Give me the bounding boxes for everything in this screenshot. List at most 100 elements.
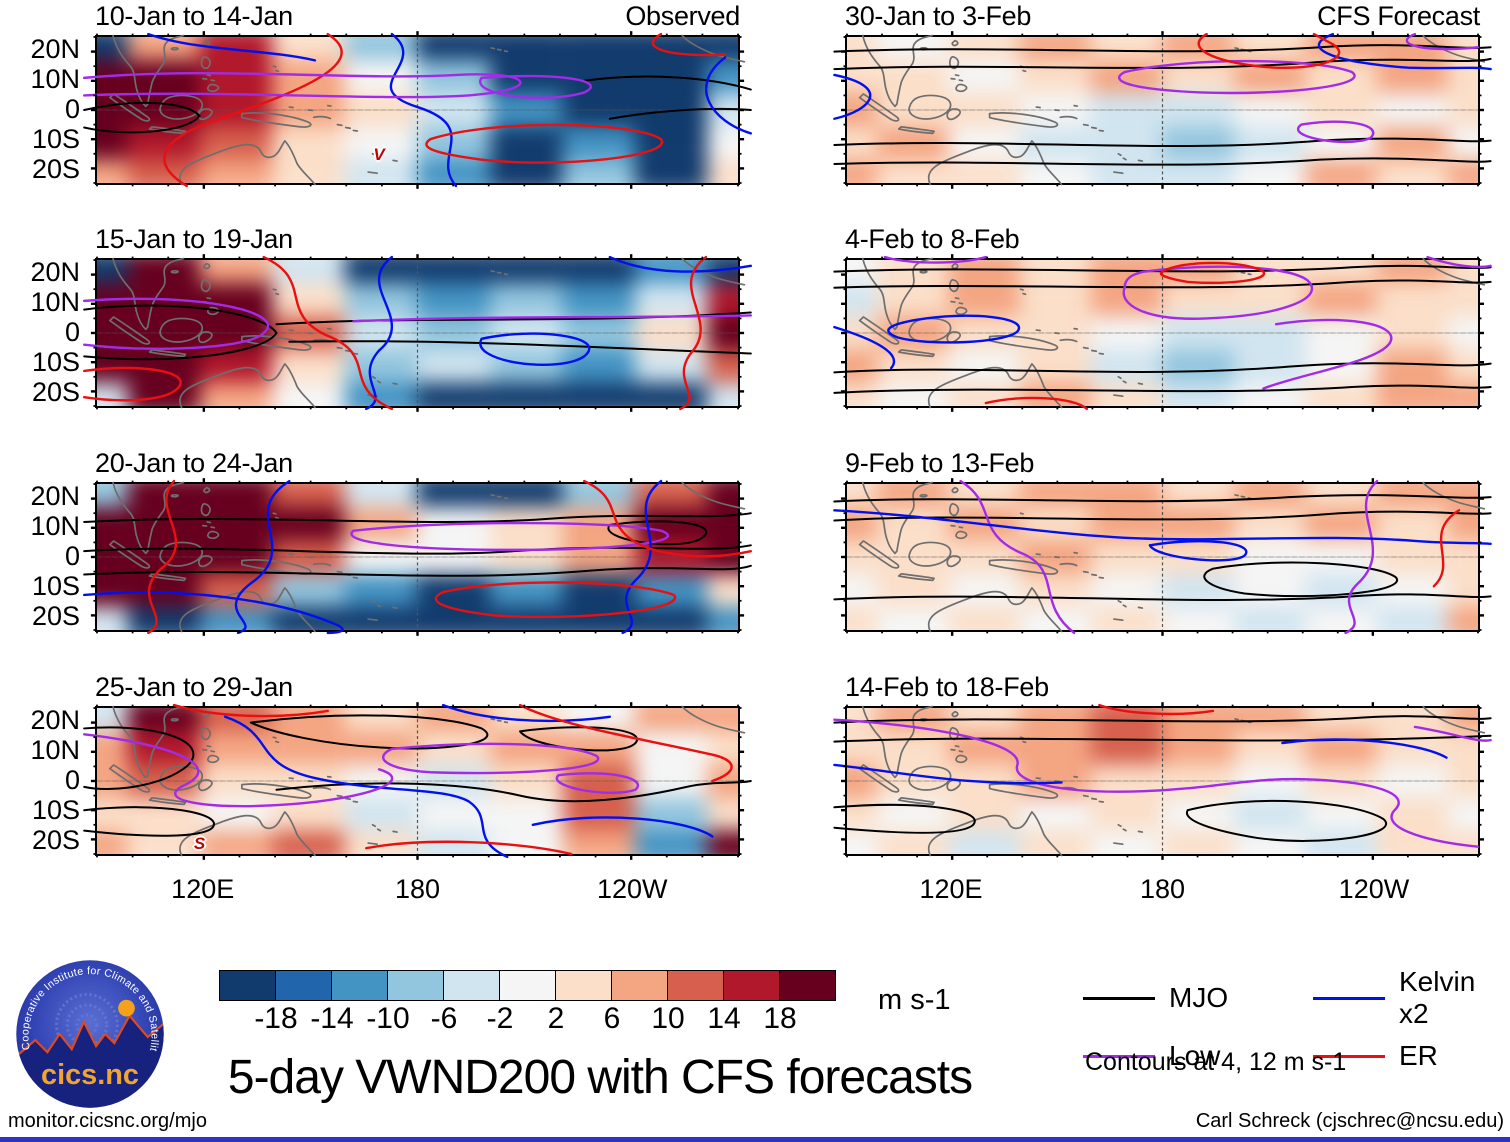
map-panel — [95, 258, 740, 408]
lat-tick-label: 10S — [31, 124, 80, 154]
low-contour — [1407, 34, 1478, 49]
low-contour — [1428, 257, 1491, 267]
lat-tick-label: 10S — [31, 795, 80, 825]
mjo-contour — [834, 386, 1490, 393]
lat-tick-label: 10S — [31, 347, 80, 377]
legend-label: Kelvin x2 — [1399, 966, 1476, 1029]
lat-tick-label: 20N — [30, 481, 80, 511]
legend-line-low — [1083, 1054, 1155, 1058]
kelvin-contour — [533, 817, 712, 836]
lon-tick-label: 120E — [919, 874, 983, 904]
legend-item-mjo: MJO — [1083, 966, 1313, 1030]
low-contour — [84, 299, 268, 349]
mjo-contour — [84, 513, 751, 522]
storm-marker-v: V — [373, 145, 385, 165]
logo-name-text: cics.nc — [41, 1059, 139, 1091]
logo-ridgeline — [16, 1013, 164, 1060]
colorbar-tick-label: 6 — [603, 1002, 621, 1035]
map-overlay — [97, 708, 738, 854]
panel-period-label: 9-Feb to 13-Feb — [845, 448, 1035, 478]
lat-tick-label: 0 — [64, 94, 80, 124]
panel-title-row: 25-Jan to 29-Jan — [95, 672, 740, 702]
mjo-contour — [84, 545, 751, 553]
logo-sun — [118, 999, 135, 1017]
lat-tick-label: 20N — [30, 705, 80, 735]
lat-tick-label: 10S — [31, 571, 80, 601]
contour-note: Contours at 4, 12 m s-1 — [1085, 1048, 1347, 1076]
low-contour — [1298, 122, 1373, 142]
er-contour — [584, 481, 751, 556]
legend-line-er — [1313, 1054, 1385, 1058]
er-contour — [680, 257, 706, 409]
er-contour — [426, 125, 662, 163]
panel-title-row: 20-Jan to 24-Jan — [95, 448, 740, 478]
footer-url: monitor.cicsnc.org/mjo — [8, 1110, 207, 1132]
map-overlay — [847, 484, 1478, 630]
lat-tick-label: 10N — [30, 64, 80, 94]
colorbar-swatch — [555, 970, 612, 1001]
colorbar-swatch — [667, 970, 724, 1001]
er-contour — [174, 705, 328, 716]
er-contour — [264, 257, 392, 409]
legend-line-mjo — [1083, 996, 1155, 1000]
er-contour — [520, 705, 732, 781]
panel-title-row: 10-Jan to 14-Jan Observed — [95, 1, 740, 31]
low-contour — [353, 315, 750, 321]
kelvin-contour — [391, 34, 456, 186]
lat-tick-label: 20S — [31, 825, 80, 855]
low-contour — [557, 773, 638, 793]
colorbar-swatch — [779, 970, 836, 1001]
colorbar-swatch — [443, 970, 500, 1001]
lat-tick-label: 0 — [64, 541, 80, 571]
lat-tick-label: 20S — [31, 154, 80, 184]
colorbar-swatch — [723, 970, 780, 1001]
legend-item-kelvin: Kelvin x2 — [1313, 966, 1503, 1030]
legend-item-low: Low — [1083, 1040, 1313, 1072]
low-contour — [351, 523, 668, 550]
mjo-contour — [834, 716, 1490, 722]
mjo-contour — [84, 807, 214, 836]
lat-tick-label: 0 — [64, 317, 80, 347]
panel-period-label: 10-Jan to 14-Jan — [95, 1, 293, 31]
low-contour — [834, 720, 1478, 847]
er-contour — [653, 34, 725, 55]
er-contour — [366, 842, 571, 854]
low-contour — [84, 734, 392, 806]
lon-tick-label: 120W — [1338, 874, 1410, 904]
lat-tick-label: 10N — [30, 511, 80, 541]
legend-label: Low — [1169, 1040, 1221, 1071]
colorbar-swatch — [387, 970, 444, 1001]
lon-tick-label: 180 — [1139, 874, 1186, 904]
colorbar-swatch — [331, 970, 388, 1001]
kelvin-contour — [1150, 541, 1246, 560]
kelvin-contour — [888, 316, 1019, 343]
lat-tick-label: 20N — [30, 257, 80, 287]
map-overlay — [97, 37, 738, 183]
colorbar-swatch — [219, 970, 276, 1001]
mjo-contour — [834, 495, 1490, 501]
colorbar-tick-label: -14 — [310, 1002, 354, 1035]
panel-title-row: 15-Jan to 19-Jan — [95, 224, 740, 254]
panel-title-row: 9-Feb to 13-Feb — [845, 448, 1480, 478]
anomaly-field — [97, 708, 738, 854]
colorbar-tick-label: 10 — [651, 1002, 685, 1035]
low-contour — [961, 481, 1075, 633]
mjo-contour — [276, 781, 750, 801]
map-panel — [845, 482, 1480, 632]
colorbar-units-label: m s-1 — [878, 984, 951, 1016]
colorbar-tick-label: 14 — [707, 1002, 741, 1035]
er-contour — [164, 34, 341, 186]
map-panel — [845, 35, 1480, 185]
lat-tick-label: 0 — [64, 765, 80, 795]
footer-credit: Carl Schreck (cjschrec@ncsu.edu) — [1195, 1110, 1504, 1132]
low-contour — [1263, 320, 1391, 389]
panel-period-label: 4-Feb to 8-Feb — [845, 224, 1020, 254]
colorbar-swatch — [275, 970, 332, 1001]
colorbar-tick-label: -18 — [254, 1002, 298, 1035]
legend-line-kelvin — [1313, 996, 1385, 1000]
lat-tick-label: 20S — [31, 377, 80, 407]
low-contour — [1415, 727, 1491, 741]
map-overlay — [847, 37, 1478, 183]
lon-tick-label: 120W — [597, 874, 668, 904]
lat-tick-label: 20N — [30, 34, 80, 64]
